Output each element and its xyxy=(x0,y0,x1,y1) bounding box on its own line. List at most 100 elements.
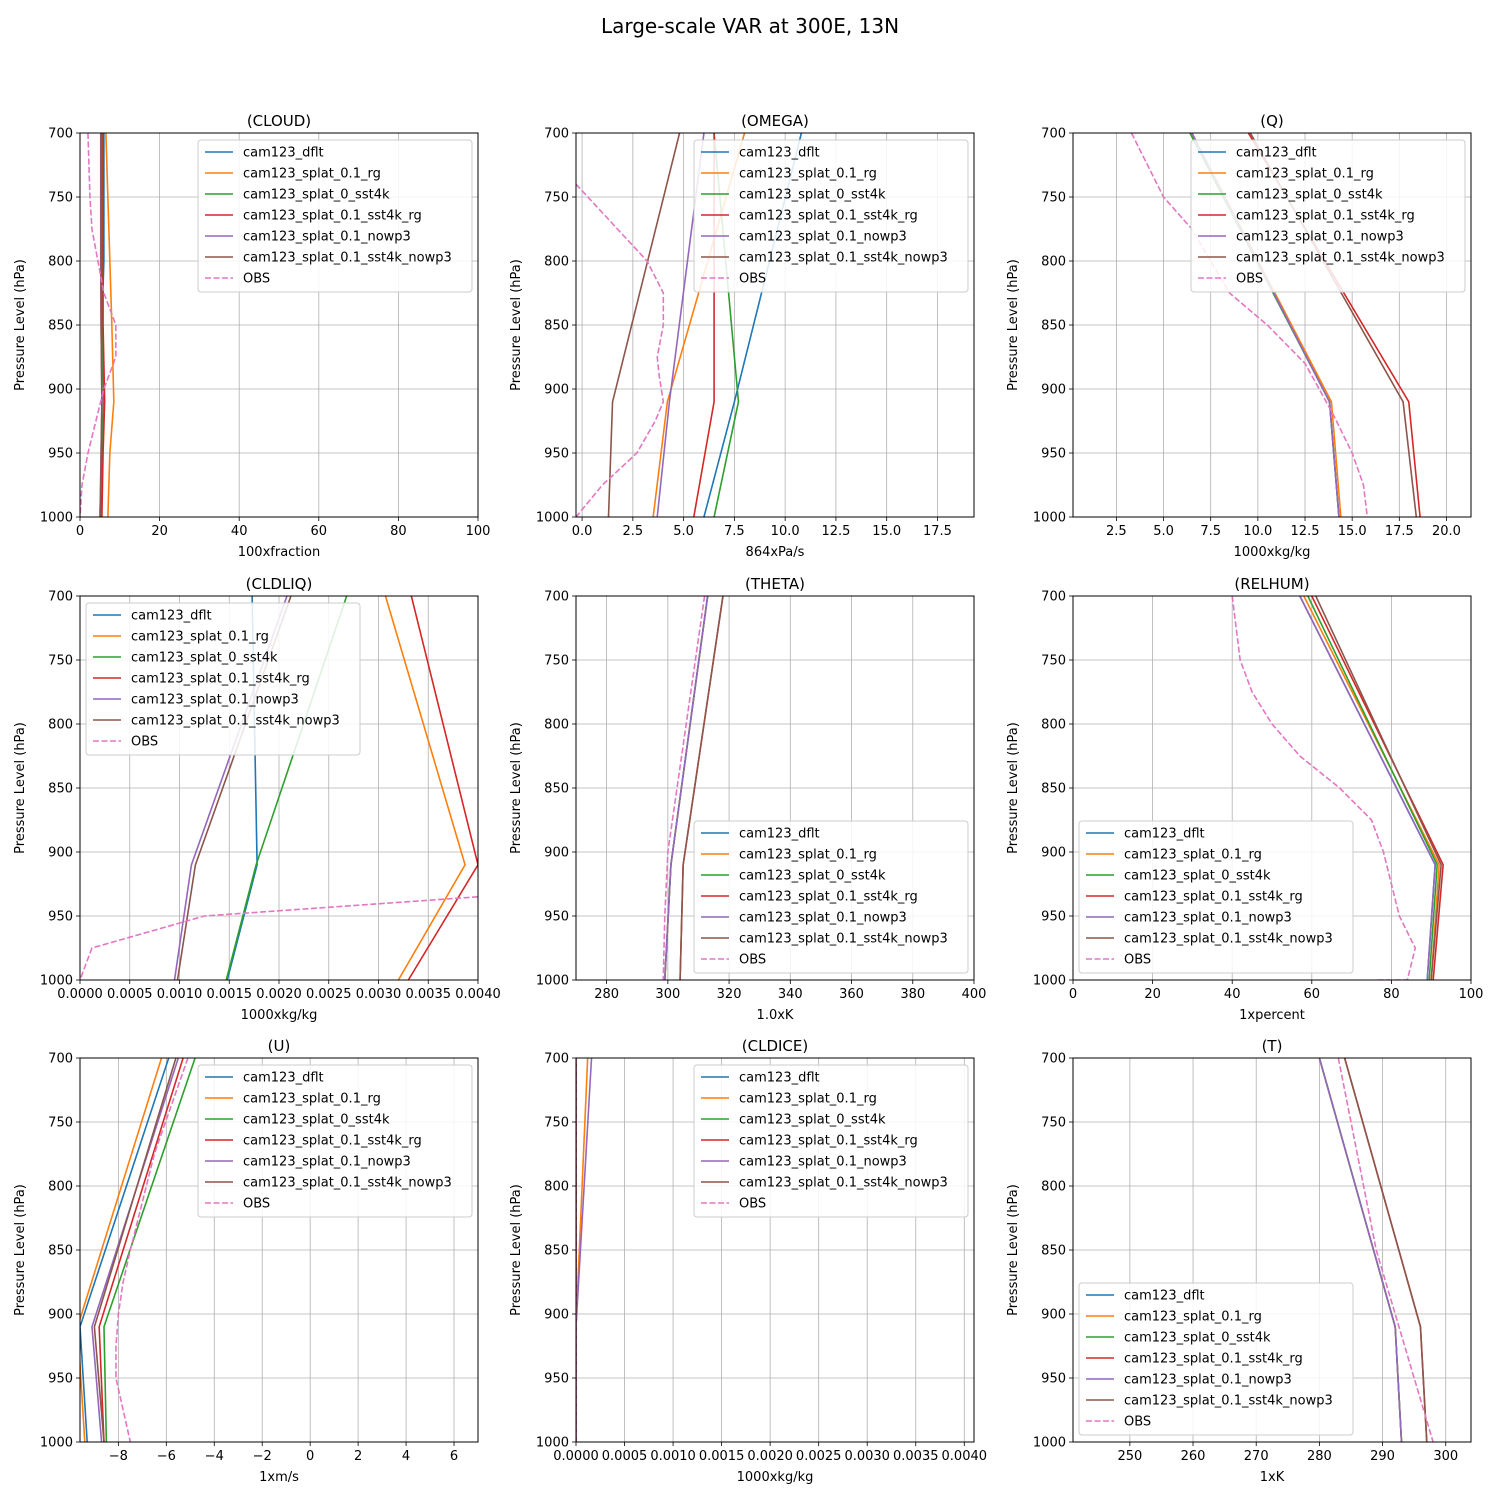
y-tick-label: 1000 xyxy=(1033,1436,1066,1451)
legend-entry: cam123_splat_0.1_sst4k_nowp3 xyxy=(243,251,452,266)
y-tick-label: 800 xyxy=(544,1180,569,1195)
legend-box xyxy=(197,1064,473,1218)
y-axis-label: Pressure Level (hPa) xyxy=(509,1184,524,1316)
y-tick-label: 1000 xyxy=(536,511,569,526)
chart-title: (CLDLIQ) xyxy=(246,575,313,593)
y-tick-label: 900 xyxy=(544,1308,569,1323)
legend-entry: cam123_splat_0.1_sst4k_rg xyxy=(1236,209,1415,224)
x-tick-label: 15.0 xyxy=(872,524,901,539)
legend-entry: cam123_splat_0_sst4k xyxy=(1236,188,1383,203)
legend-entry: cam123_splat_0.1_nowp3 xyxy=(243,1155,411,1170)
legend-entry: OBS xyxy=(1124,953,1151,968)
series-line-cam123_splat_0.1_sst4k_rg xyxy=(101,133,106,517)
legend-entry: cam123_splat_0.1_sst4k_rg xyxy=(1124,890,1303,905)
x-tick-label: 260 xyxy=(1181,1449,1206,1464)
legend-entry: OBS xyxy=(1124,1415,1151,1430)
y-tick-label: 1000 xyxy=(1033,511,1066,526)
x-axis-label: 1.0xK xyxy=(757,1008,794,1023)
chart-panel: 0.0000 0.0005 0.0010 0.0015 0.0020 0.0025 0.00… xyxy=(13,575,501,1023)
legend-box xyxy=(1190,139,1466,293)
series-line-OBS xyxy=(1130,133,1369,517)
x-tick-label: 0.0020 xyxy=(747,1449,793,1464)
series-line-OBS xyxy=(576,183,665,517)
y-tick-label: 750 xyxy=(48,191,73,206)
y-tick-label: 700 xyxy=(1041,1052,1066,1067)
chart-panel: 0.0000 0.0005 0.0010 0.0015 0.0020 0.0025 0.00… xyxy=(509,1037,987,1485)
y-tick-label: 950 xyxy=(48,447,73,462)
x-tick-label: 0.0005 xyxy=(107,987,153,1002)
series-line-cam123_splat_0.1_rg xyxy=(384,596,466,980)
x-tick-label: 17.5 xyxy=(1385,524,1414,539)
y-tick-label: 800 xyxy=(1041,255,1066,270)
y-tick-label: 800 xyxy=(544,255,569,270)
legend-entry: cam123_splat_0_sst4k xyxy=(739,188,886,203)
chart-panel: 250 260 270 280 290 300 700 750 800 850 900 950 1000… xyxy=(1006,1037,1472,1485)
x-tick-label: 0.0025 xyxy=(306,987,352,1002)
x-tick-label: 60 xyxy=(1304,987,1321,1002)
x-tick-label: 0 xyxy=(76,524,84,539)
y-tick-label: 850 xyxy=(48,1244,73,1259)
series-line-cam123_splat_0.1_nowp3 xyxy=(576,1058,593,1442)
legend-entry: cam123_dflt xyxy=(739,146,820,161)
legend-entry: cam123_splat_0.1_nowp3 xyxy=(739,1155,907,1170)
legend: cam123_dflt cam123_splat_0.1_rg cam123_spl… xyxy=(1190,139,1466,293)
x-tick-label: 0.0030 xyxy=(356,987,402,1002)
y-tick-label: 950 xyxy=(544,447,569,462)
x-tick-label: 0.0035 xyxy=(406,987,452,1002)
legend: cam123_dflt cam123_splat_0.1_rg cam123_spl… xyxy=(693,139,969,293)
legend-entry: cam123_splat_0.1_nowp3 xyxy=(131,693,299,708)
y-tick-label: 900 xyxy=(544,846,569,861)
x-tick-label: 0.0005 xyxy=(602,1449,648,1464)
y-tick-label: 900 xyxy=(1041,846,1066,861)
y-tick-label: 700 xyxy=(544,1052,569,1067)
x-tick-label: 280 xyxy=(594,987,619,1002)
legend: cam123_dflt cam123_splat_0.1_rg cam123_spl… xyxy=(197,139,473,293)
legend-entry: cam123_splat_0.1_nowp3 xyxy=(1124,1373,1292,1388)
legend-entry: OBS xyxy=(739,1197,766,1212)
legend-entry: cam123_splat_0_sst4k xyxy=(131,651,278,666)
y-tick-label: 1000 xyxy=(40,511,73,526)
x-tick-label: 7.5 xyxy=(1200,524,1221,539)
y-tick-label: 750 xyxy=(48,654,73,669)
x-axis-label: 1000xkg/kg xyxy=(1234,545,1311,560)
legend-entry: cam123_splat_0.1_sst4k_nowp3 xyxy=(1124,932,1333,947)
x-tick-label: −8 xyxy=(109,1449,128,1464)
y-tick-label: 900 xyxy=(1041,383,1066,398)
legend-entry: cam123_splat_0.1_rg xyxy=(243,167,381,182)
legend: cam123_dflt cam123_splat_0.1_rg cam123_spl… xyxy=(1078,1282,1354,1436)
x-tick-label: 340 xyxy=(778,987,803,1002)
series-line-cam123_splat_0.1_nowp3 xyxy=(656,133,705,517)
x-tick-label: 12.5 xyxy=(821,524,850,539)
y-tick-label: 750 xyxy=(1041,1116,1066,1131)
legend-entry: cam123_splat_0.1_rg xyxy=(1236,167,1374,182)
y-tick-label: 900 xyxy=(544,383,569,398)
x-tick-label: 20.0 xyxy=(1432,524,1461,539)
legend-entry: cam123_splat_0_sst4k xyxy=(739,1113,886,1128)
legend-entry: cam123_splat_0.1_nowp3 xyxy=(739,911,907,926)
y-tick-label: 800 xyxy=(48,718,73,733)
y-tick-label: 850 xyxy=(1041,1244,1066,1259)
x-axis-label: 1000xkg/kg xyxy=(737,1470,814,1485)
legend-entry: cam123_splat_0.1_sst4k_rg xyxy=(739,890,918,905)
series-line-cam123_splat_0.1_sst4k_rg xyxy=(1311,596,1444,980)
x-tick-label: 20 xyxy=(1144,987,1161,1002)
y-axis-label: Pressure Level (hPa) xyxy=(1006,722,1021,854)
x-tick-label: 40 xyxy=(231,524,248,539)
series-line-cam123_splat_0.1_sst4k_nowp3 xyxy=(93,1058,177,1442)
x-tick-label: 40 xyxy=(1224,987,1241,1002)
x-tick-label: 290 xyxy=(1370,1449,1395,1464)
legend-entry: cam123_splat_0_sst4k xyxy=(1124,1331,1271,1346)
y-tick-label: 850 xyxy=(48,782,73,797)
x-axis-label: 1xpercent xyxy=(1239,1008,1305,1023)
chart-title: (Q) xyxy=(1260,112,1284,130)
series-line-cam123_splat_0_sst4k xyxy=(103,1058,196,1442)
series-line-OBS xyxy=(80,133,117,517)
series-line-cam123_splat_0.1_nowp3 xyxy=(1318,1058,1403,1442)
chart-panel: 0 20 40 60 80 100 700 750 800 850 900 950 1000 (RELHU… xyxy=(1006,575,1483,1023)
x-tick-label: 80 xyxy=(390,524,407,539)
legend-entry: cam123_splat_0.1_rg xyxy=(243,1092,381,1107)
legend-entry: cam123_dflt xyxy=(243,146,324,161)
y-tick-label: 750 xyxy=(1041,654,1066,669)
y-tick-label: 700 xyxy=(48,1052,73,1067)
